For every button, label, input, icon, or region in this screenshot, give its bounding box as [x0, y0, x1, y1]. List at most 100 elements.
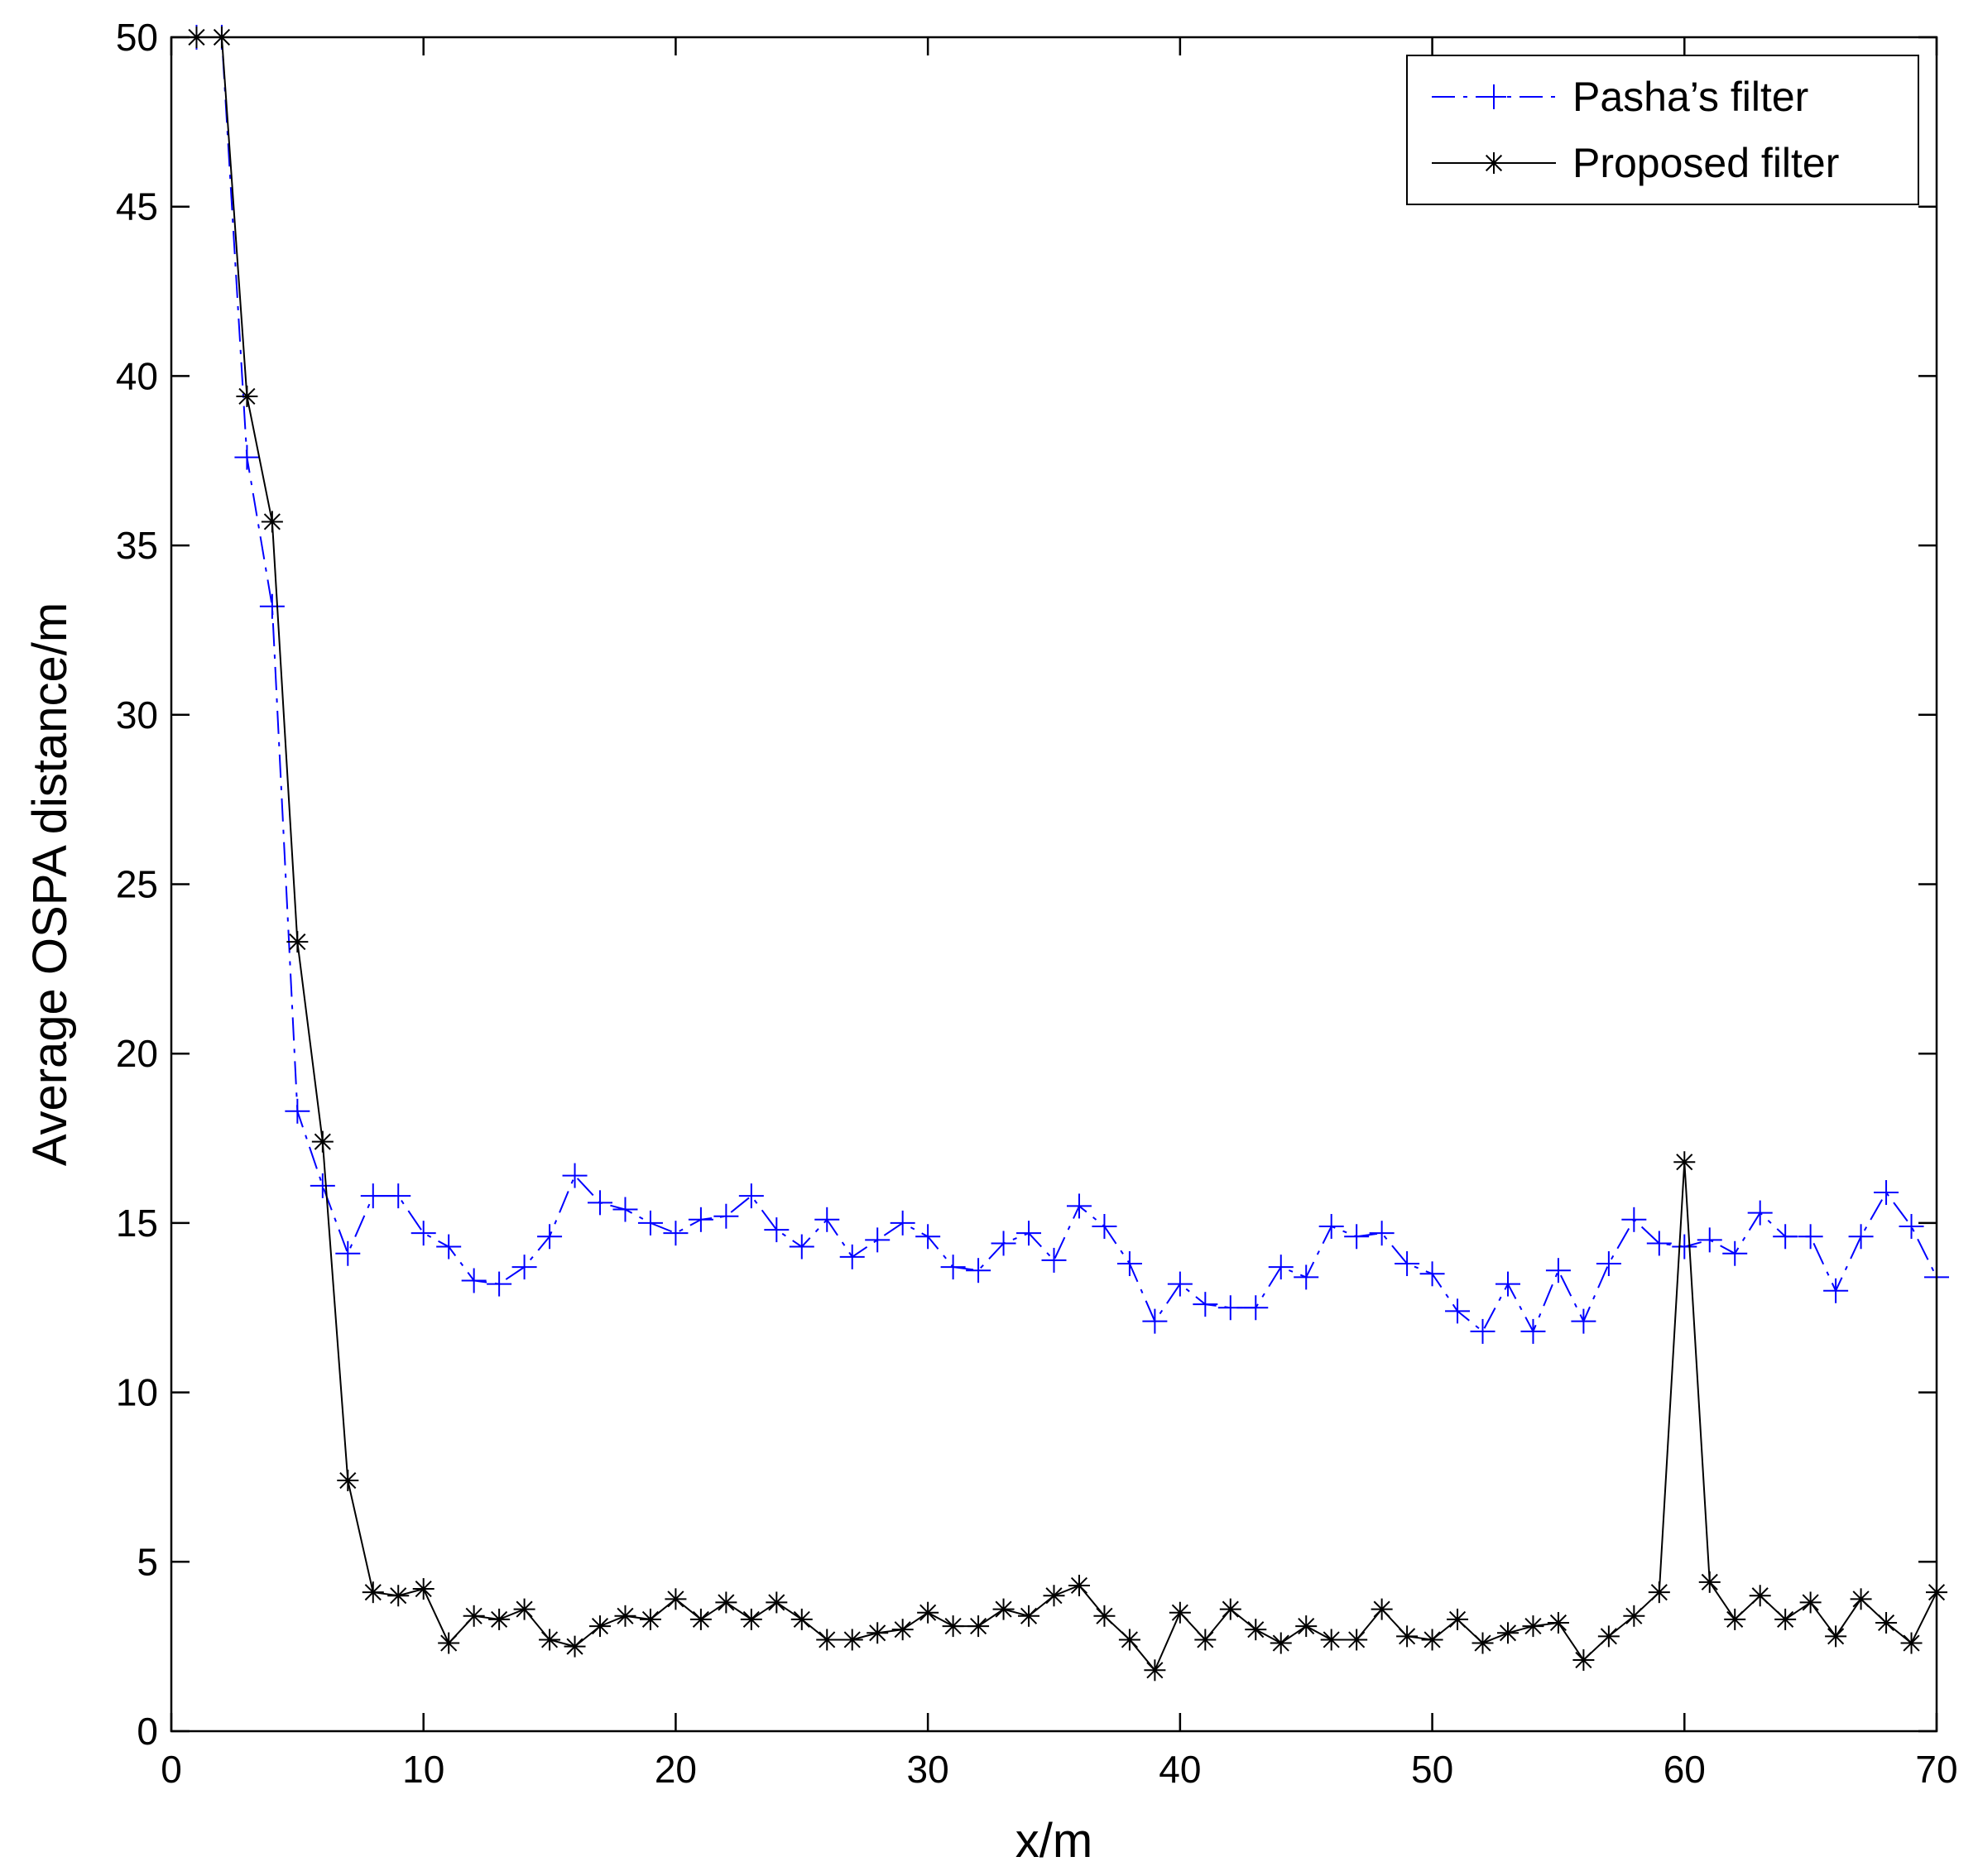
data-point [1193, 1292, 1218, 1317]
data-point [234, 444, 260, 470]
data-point [1825, 1625, 1847, 1648]
data-point [1144, 1659, 1166, 1682]
data-point [789, 1234, 814, 1259]
star-marker-d2 [491, 1610, 508, 1628]
star-marker-d2 [1096, 1607, 1113, 1624]
data-point [867, 1622, 889, 1644]
data-point [891, 1619, 914, 1641]
data-point [740, 1608, 762, 1630]
data-point [1495, 1271, 1520, 1297]
data-point [1169, 1601, 1191, 1624]
star-marker-d2 [339, 1471, 357, 1490]
star-marker-d2 [1600, 1628, 1617, 1645]
star-marker-d2 [1676, 1154, 1693, 1171]
legend-star-marker-d2 [1485, 154, 1503, 172]
star-marker-d2 [591, 1618, 609, 1635]
data-point [663, 1221, 689, 1246]
data-point [1270, 1632, 1292, 1654]
star-marker-d2 [1549, 1614, 1567, 1632]
data-point [1295, 1615, 1318, 1638]
data-point [1874, 1180, 1899, 1206]
data-point [915, 1224, 941, 1250]
data-point [940, 1255, 966, 1280]
data-point [386, 1183, 411, 1209]
data-point [1749, 1585, 1771, 1607]
y-axis-label: Average OSPA distance/m [23, 602, 77, 1166]
data-point [311, 1130, 334, 1153]
star-marker-d2 [1323, 1631, 1340, 1648]
data-point [539, 1629, 561, 1651]
data-point [992, 1598, 1015, 1620]
data-point [839, 1244, 865, 1269]
data-point [589, 1615, 612, 1638]
data-point [1395, 1251, 1420, 1277]
series-proposed-filter [185, 26, 1947, 1682]
series-line [196, 36, 1937, 1672]
legend-box [1406, 55, 1919, 205]
legend-label: Pasha’s filter [1572, 74, 1808, 120]
y-tick-label: 50 [116, 16, 158, 59]
star-marker-d2 [314, 1133, 331, 1150]
data-point [461, 1268, 487, 1293]
data-point [1547, 1611, 1569, 1634]
data-point [588, 1190, 613, 1216]
data-point [1724, 1608, 1746, 1630]
star-marker-d2 [566, 1638, 583, 1655]
star-marker-d2 [1877, 1614, 1895, 1632]
star-marker-d2 [415, 1580, 432, 1598]
star-marker-d2 [768, 1594, 785, 1611]
y-tick-label: 20 [116, 1032, 158, 1075]
data-point [1900, 1632, 1923, 1654]
x-tick-label: 70 [1915, 1748, 1957, 1791]
data-point [1648, 1581, 1670, 1604]
data-point [1419, 1261, 1445, 1287]
data-point [612, 1197, 638, 1222]
data-point [564, 1635, 586, 1658]
data-point [688, 1207, 713, 1232]
legend: Pasha’s filter Proposed filter [1406, 55, 1919, 205]
star-marker-d2 [843, 1631, 861, 1648]
data-point [1545, 1258, 1571, 1283]
star-marker-d2 [1524, 1618, 1542, 1635]
data-point [1470, 1318, 1496, 1344]
data-point [1773, 1224, 1798, 1250]
data-point [713, 1203, 739, 1229]
y-tick-label: 40 [116, 354, 158, 397]
data-point [286, 931, 309, 953]
data-point [1799, 1591, 1822, 1614]
x-tick-label: 0 [161, 1748, 182, 1791]
data-point [436, 1234, 462, 1259]
data-point [1142, 1308, 1168, 1334]
data-point [1320, 1629, 1342, 1651]
data-point [766, 1591, 788, 1614]
data-point [1722, 1240, 1748, 1266]
data-point [1520, 1318, 1546, 1344]
star-marker-d2 [944, 1618, 962, 1635]
star-marker-d2 [742, 1610, 760, 1628]
data-point [966, 1258, 991, 1283]
star-marker-d2 [718, 1594, 735, 1611]
star-marker-d2 [440, 1634, 458, 1652]
star-marker-d2 [819, 1631, 836, 1648]
data-point [1697, 1227, 1722, 1253]
data-point [1774, 1608, 1797, 1630]
data-point [1798, 1224, 1823, 1250]
x-tick-label: 30 [907, 1748, 949, 1791]
data-point [1621, 1207, 1647, 1232]
data-point [1445, 1298, 1471, 1324]
data-point [1371, 1598, 1393, 1620]
data-point [1447, 1608, 1469, 1630]
data-point [1875, 1611, 1898, 1634]
star-marker-d2 [1045, 1587, 1063, 1605]
data-point [1344, 1224, 1370, 1250]
y-tick-label: 5 [137, 1540, 158, 1583]
data-point [1116, 1251, 1142, 1277]
data-point [463, 1605, 485, 1627]
data-point [487, 1271, 512, 1297]
data-point [1848, 1224, 1874, 1250]
star-marker-d2 [541, 1631, 559, 1648]
star-marker-d2 [1575, 1651, 1592, 1669]
star-marker-d2 [869, 1624, 886, 1642]
data-point [1496, 1622, 1519, 1644]
